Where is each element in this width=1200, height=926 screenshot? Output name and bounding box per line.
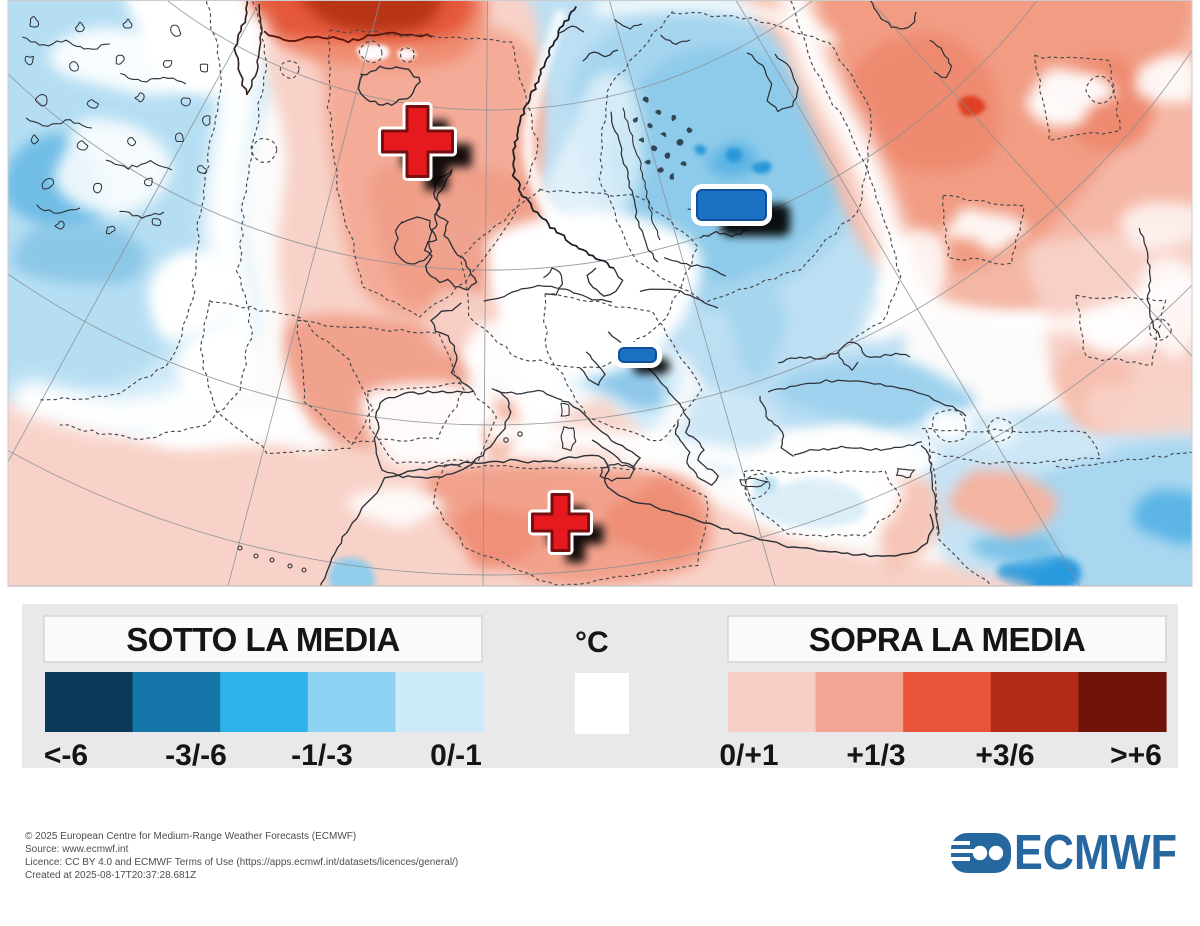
svg-text:ECMWF: ECMWF [1014,826,1177,880]
svg-text:© 2025 European Centre for Med: © 2025 European Centre for Medium-Range … [25,831,356,842]
svg-text:+1/3: +1/3 [846,739,905,772]
svg-text:<-6: <-6 [44,739,88,772]
svg-text:SOTTO LA MEDIA: SOTTO LA MEDIA [126,621,400,658]
svg-text:-3/-6: -3/-6 [165,739,227,772]
svg-text:Licence: CC BY 4.0 and ECMWF T: Licence: CC BY 4.0 and ECMWF Terms of Us… [25,857,458,868]
svg-text:>+6: >+6 [1110,739,1162,772]
svg-text:0/+1: 0/+1 [719,739,778,772]
svg-text:°C: °C [575,626,609,659]
svg-text:0/-1: 0/-1 [430,739,482,772]
svg-text:SOPRA LA MEDIA: SOPRA LA MEDIA [809,621,1086,658]
svg-text:Source: www.ecmwf.int: Source: www.ecmwf.int [25,844,129,855]
svg-text:-1/-3: -1/-3 [291,739,353,772]
svg-text:+3/6: +3/6 [975,739,1034,772]
svg-text:Created at 2025-08-17T20:37:28: Created at 2025-08-17T20:37:28.681Z [25,870,196,881]
